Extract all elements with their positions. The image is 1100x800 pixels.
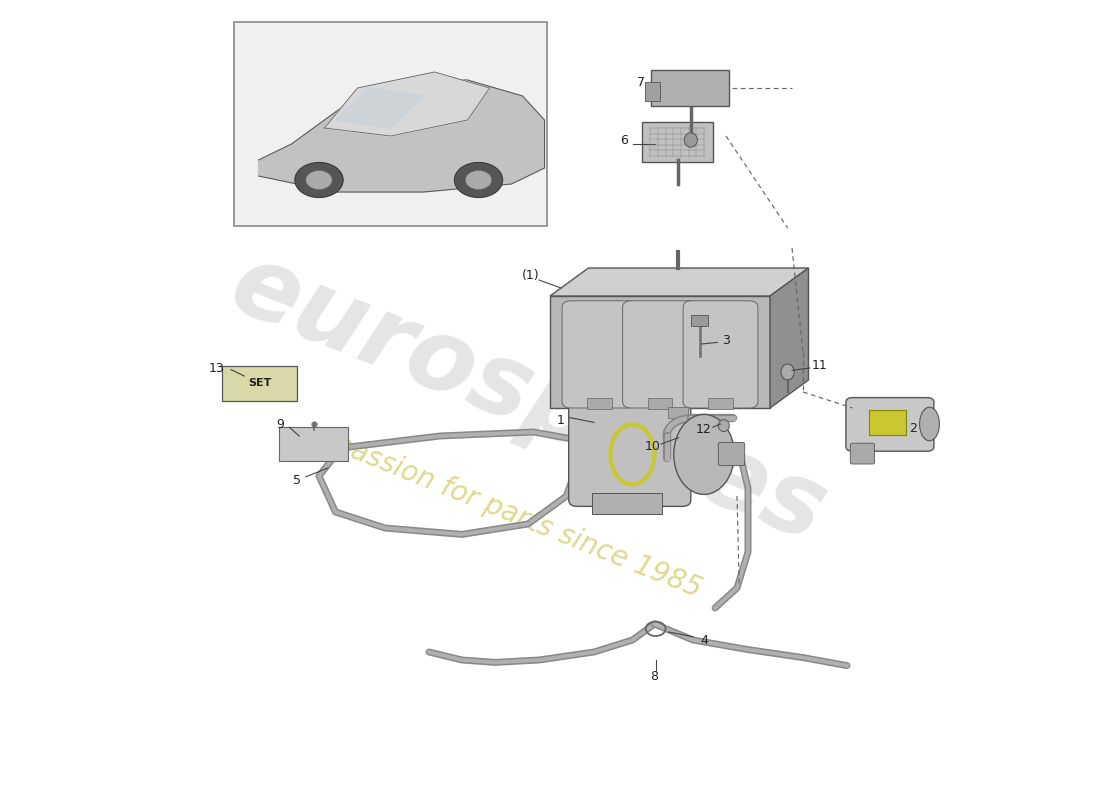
Text: 12: 12 <box>696 423 712 436</box>
FancyBboxPatch shape <box>234 22 547 226</box>
FancyBboxPatch shape <box>279 427 348 461</box>
Ellipse shape <box>781 364 794 380</box>
Circle shape <box>306 170 332 190</box>
FancyBboxPatch shape <box>645 82 660 101</box>
Circle shape <box>295 162 343 198</box>
Text: eurospares: eurospares <box>217 237 839 563</box>
Text: 9: 9 <box>276 418 285 430</box>
Text: 1: 1 <box>557 414 565 426</box>
FancyBboxPatch shape <box>592 493 662 514</box>
FancyBboxPatch shape <box>708 398 733 409</box>
FancyBboxPatch shape <box>718 442 745 466</box>
Text: 5: 5 <box>293 474 301 486</box>
Polygon shape <box>550 296 770 408</box>
Circle shape <box>465 170 492 190</box>
Text: a passion for parts since 1985: a passion for parts since 1985 <box>306 421 706 603</box>
Ellipse shape <box>718 419 729 431</box>
FancyBboxPatch shape <box>846 398 934 451</box>
FancyBboxPatch shape <box>642 122 713 162</box>
Ellipse shape <box>920 407 939 441</box>
Text: (1): (1) <box>521 270 539 282</box>
Text: SET: SET <box>248 378 272 388</box>
Ellipse shape <box>684 133 697 147</box>
Polygon shape <box>258 80 544 192</box>
Text: 6: 6 <box>619 134 628 146</box>
Polygon shape <box>550 268 808 296</box>
FancyBboxPatch shape <box>691 315 708 326</box>
FancyBboxPatch shape <box>668 407 688 418</box>
FancyBboxPatch shape <box>869 410 906 435</box>
Text: 10: 10 <box>645 440 660 453</box>
Text: 11: 11 <box>812 359 827 372</box>
Polygon shape <box>336 88 424 128</box>
FancyBboxPatch shape <box>648 398 672 409</box>
Ellipse shape <box>673 414 735 494</box>
Text: 8: 8 <box>650 670 659 682</box>
Polygon shape <box>324 72 490 136</box>
Text: 3: 3 <box>722 334 730 346</box>
Text: 7: 7 <box>637 76 646 89</box>
FancyBboxPatch shape <box>651 70 729 106</box>
FancyBboxPatch shape <box>222 366 297 401</box>
Circle shape <box>454 162 503 198</box>
FancyBboxPatch shape <box>587 398 612 409</box>
FancyBboxPatch shape <box>562 301 637 408</box>
Text: 4: 4 <box>700 634 708 646</box>
Text: 2: 2 <box>909 422 917 434</box>
Text: 13: 13 <box>209 362 224 374</box>
FancyBboxPatch shape <box>850 443 875 464</box>
FancyBboxPatch shape <box>683 301 758 408</box>
FancyBboxPatch shape <box>569 402 691 506</box>
FancyBboxPatch shape <box>623 301 697 408</box>
Polygon shape <box>770 268 808 408</box>
